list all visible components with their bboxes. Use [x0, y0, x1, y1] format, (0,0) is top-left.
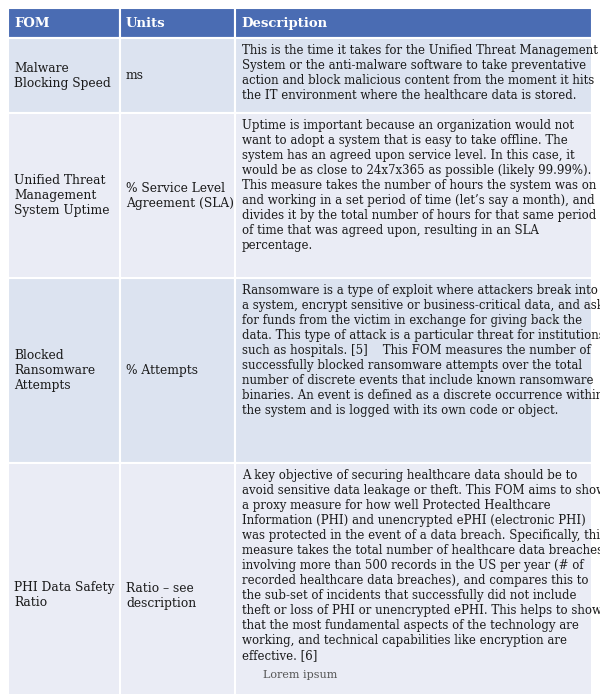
Bar	[235, 278, 592, 463]
Bar	[235, 463, 592, 694]
Text: Ratio – see
description: Ratio – see description	[126, 582, 196, 609]
Bar	[235, 113, 592, 278]
Text: Unified Threat
Management
System Uptime: Unified Threat Management System Uptime	[14, 174, 110, 217]
Text: A key objective of securing healthcare data should be to
avoid sensitive data le: A key objective of securing healthcare d…	[242, 469, 600, 662]
Bar	[8, 278, 120, 463]
Text: ms: ms	[126, 69, 144, 82]
Bar	[120, 463, 235, 694]
Text: Description: Description	[241, 17, 327, 30]
Text: % Attempts: % Attempts	[126, 364, 198, 377]
Text: Ransomware is a type of exploit where attackers break into
a system, encrypt sen: Ransomware is a type of exploit where at…	[242, 284, 600, 417]
Text: Blocked
Ransomware
Attempts: Blocked Ransomware Attempts	[14, 349, 95, 392]
Bar	[8, 38, 120, 113]
Bar	[120, 278, 235, 463]
Bar	[8, 8, 120, 38]
Text: Units: Units	[126, 17, 166, 30]
Bar	[235, 8, 592, 38]
Bar	[235, 38, 592, 113]
Bar	[120, 113, 235, 278]
Text: PHI Data Safety
Ratio: PHI Data Safety Ratio	[14, 582, 115, 609]
Text: Uptime is important because an organization would not
want to adopt a system tha: Uptime is important because an organizat…	[242, 119, 596, 252]
Text: Malware
Blocking Speed: Malware Blocking Speed	[14, 62, 111, 90]
Bar	[8, 463, 120, 694]
Bar	[120, 38, 235, 113]
Text: This is the time it takes for the Unified Threat Management
System or the anti-m: This is the time it takes for the Unifie…	[242, 44, 598, 102]
Text: FOM: FOM	[14, 17, 49, 30]
Text: % Service Level
Agreement (SLA): % Service Level Agreement (SLA)	[126, 182, 234, 210]
Bar	[120, 8, 235, 38]
Text: Lorem ipsum: Lorem ipsum	[263, 670, 337, 680]
Bar	[8, 113, 120, 278]
